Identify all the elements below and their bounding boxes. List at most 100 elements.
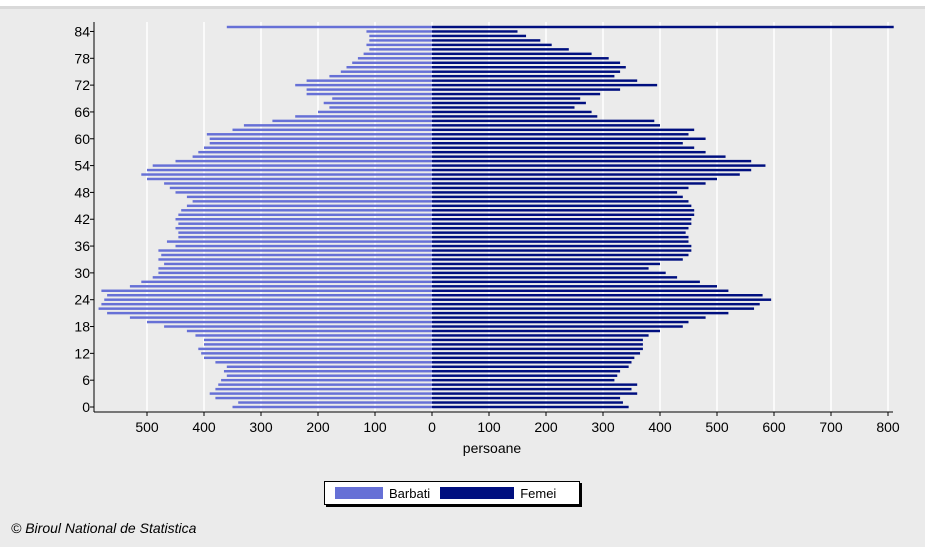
bar-femei — [432, 347, 643, 351]
x-tick-label: 700 — [819, 419, 843, 435]
bar-barbati — [209, 137, 432, 140]
bar-barbati — [186, 204, 432, 208]
bar-barbati — [158, 271, 432, 275]
bar-barbati — [340, 70, 432, 73]
bar-barbati — [164, 325, 432, 328]
bar-barbati — [226, 374, 432, 377]
x-tick-label: 500 — [135, 419, 159, 435]
bar-femei — [432, 329, 660, 333]
bar-barbati — [318, 110, 432, 114]
bar-femei — [432, 30, 518, 33]
bar-femei — [432, 155, 726, 158]
bar-barbati — [352, 61, 432, 64]
bar-femei — [432, 271, 666, 275]
bar-femei — [432, 186, 689, 190]
bar-femei — [432, 200, 689, 203]
x-tick-label: 400 — [192, 419, 216, 435]
y-tick-label: 0 — [82, 399, 90, 415]
bar-femei — [432, 74, 615, 78]
bar-barbati — [161, 253, 432, 257]
x-tick-label: 200 — [534, 419, 558, 435]
bar-barbati — [215, 387, 432, 391]
bar-barbati — [215, 396, 432, 400]
bar-barbati — [306, 88, 432, 91]
bar-barbati — [206, 133, 432, 136]
bar-barbati — [178, 213, 432, 216]
y-tick-label: 66 — [74, 104, 90, 120]
bar-barbati — [141, 173, 433, 176]
bar-femei — [432, 25, 894, 29]
bar-barbati — [195, 334, 432, 337]
bar-femei — [432, 401, 623, 404]
y-tick-label: 72 — [74, 77, 90, 93]
bar-barbati — [209, 142, 432, 145]
bars — [98, 25, 894, 409]
bar-femei — [432, 124, 660, 127]
bar-barbati — [175, 226, 432, 230]
bar-barbati — [201, 352, 432, 355]
y-tick-label: 12 — [74, 345, 90, 361]
y-tick-label: 84 — [74, 23, 90, 39]
bar-barbati — [192, 155, 432, 158]
bar-femei — [432, 387, 632, 391]
bar-femei — [432, 83, 658, 87]
y-tick-label: 54 — [74, 158, 90, 174]
bar-femei — [432, 280, 700, 284]
bar-femei — [432, 320, 689, 324]
bar-barbati — [226, 365, 432, 368]
bar-barbati — [192, 200, 432, 203]
y-tick-label: 36 — [74, 238, 90, 254]
bar-barbati — [147, 177, 432, 181]
bar-femei — [432, 110, 592, 114]
bar-barbati — [346, 66, 432, 69]
x-tick-label: 200 — [306, 419, 330, 435]
y-tick-label: 78 — [74, 50, 90, 66]
bar-barbati — [238, 401, 432, 404]
bar-femei — [432, 222, 692, 225]
bar-femei — [432, 52, 592, 56]
x-tick-label: 500 — [705, 419, 729, 435]
bar-femei — [432, 325, 683, 328]
bar-femei — [432, 302, 760, 306]
bar-femei — [432, 92, 601, 96]
bar-femei — [432, 311, 729, 315]
bar-femei — [432, 61, 621, 64]
bar-femei — [432, 97, 581, 100]
bar-femei — [432, 374, 618, 377]
bar-femei — [432, 218, 692, 221]
bar-barbati — [204, 146, 432, 149]
bar-femei — [432, 235, 689, 239]
bar-barbati — [232, 405, 432, 409]
bar-barbati — [204, 356, 432, 360]
bar-barbati — [363, 52, 432, 56]
bar-barbati — [295, 115, 432, 118]
bar-barbati — [175, 159, 432, 163]
bar-femei — [432, 137, 706, 140]
bar-femei — [432, 150, 706, 154]
bar-barbati — [306, 92, 432, 96]
y-tick-label: 6 — [82, 372, 90, 388]
bar-femei — [432, 119, 655, 123]
bar-barbati — [272, 119, 432, 123]
bar-femei — [432, 159, 752, 163]
bar-femei — [432, 334, 649, 337]
bar-barbati — [366, 43, 432, 47]
bar-femei — [432, 79, 638, 82]
bar-femei — [432, 343, 643, 346]
bar-barbati — [369, 34, 432, 38]
legend-label-barbati: Barbati — [389, 485, 431, 501]
bar-femei — [432, 289, 729, 292]
bar-barbati — [178, 231, 432, 234]
bar-femei — [432, 66, 626, 69]
bar-barbati — [164, 182, 432, 185]
bar-femei — [432, 204, 692, 208]
bar-barbati — [152, 276, 432, 279]
y-tick-label: 18 — [74, 319, 90, 335]
bar-barbati — [181, 209, 432, 212]
bar-femei — [432, 262, 660, 266]
bar-femei — [432, 88, 621, 91]
bar-femei — [432, 294, 763, 297]
bar-barbati — [329, 74, 432, 78]
x-axis-label: persoane — [463, 440, 522, 456]
